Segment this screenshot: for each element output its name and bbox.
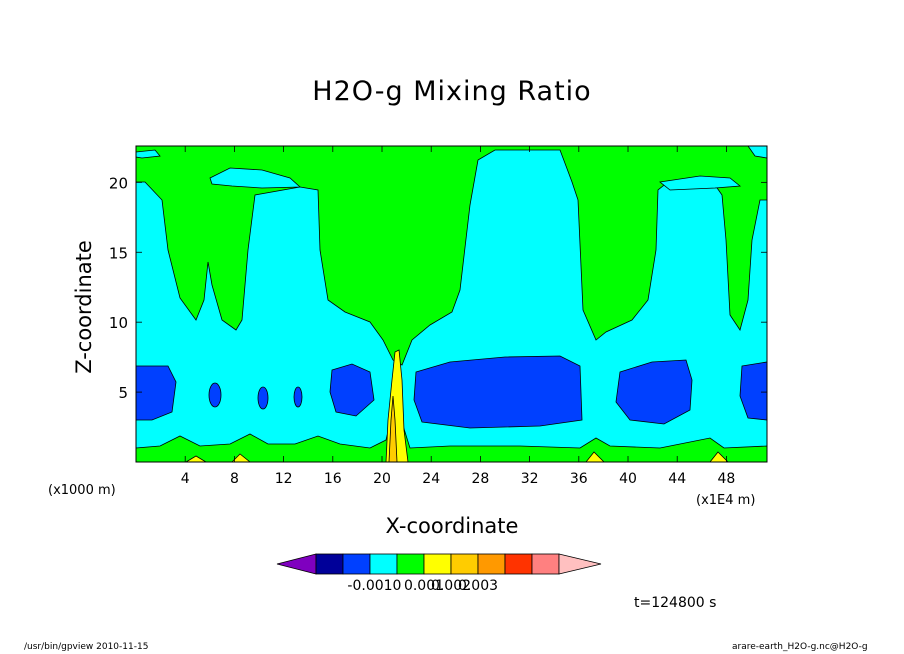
- y-tick-label: 10: [109, 314, 128, 332]
- chart-title: H2O-g Mixing Ratio: [312, 76, 592, 107]
- colorbar-swatch: [477, 553, 506, 575]
- colorbar-label: 0: [393, 578, 402, 594]
- low-core-contour: [739, 361, 768, 421]
- low-core-contour: [208, 382, 222, 408]
- x-tick-label: 8: [230, 471, 239, 487]
- x-tick-label: 32: [521, 471, 539, 487]
- y-tick-label: 15: [109, 244, 128, 262]
- colorbar-swatch: [276, 553, 317, 575]
- y-axis-label: Z-coordinate: [72, 240, 96, 374]
- colorbar-swatch: [315, 553, 344, 575]
- colorbar-label: -0.001: [347, 578, 392, 594]
- colorbar-swatch: [558, 553, 602, 575]
- plot-frame: [135, 145, 768, 463]
- time-label: t=124800 s: [634, 595, 717, 611]
- colorbar-swatch: [396, 553, 425, 575]
- low-core-contour: [329, 363, 375, 417]
- y-tick-label: 5: [118, 384, 128, 402]
- x-tick-label: 16: [324, 471, 342, 487]
- colorbar-swatch: [369, 553, 398, 575]
- x-tick-label: 36: [570, 471, 588, 487]
- colorbar-swatch: [342, 553, 371, 575]
- plot-area: [135, 145, 768, 463]
- low-core-contour: [615, 359, 693, 425]
- footer-left: /usr/bin/gpview 2010-11-15: [24, 642, 149, 652]
- x-tick-label: 44: [668, 471, 686, 487]
- x-tick-label: 12: [275, 471, 293, 487]
- low-core-contour: [135, 365, 177, 421]
- colorbar-label: 0.002: [431, 578, 471, 594]
- top-contour: [209, 167, 302, 189]
- low-core-contour: [293, 386, 303, 408]
- x-unit-left: (x1000 m): [48, 483, 116, 498]
- x-axis-label: X-coordinate: [385, 514, 519, 538]
- colorbar-label: 0.001: [404, 578, 444, 594]
- x-unit-right: (x1E4 m): [696, 493, 756, 508]
- x-tick-label: 48: [717, 471, 735, 487]
- colorbar-label: 0.003: [458, 578, 498, 594]
- low-core-contour: [413, 355, 583, 429]
- top-contour: [659, 175, 742, 191]
- colorbar-swatch: [450, 553, 479, 575]
- footer-right: arare-earth_H2O-g.nc@H2O-g: [732, 642, 868, 652]
- colorbar-swatch: [531, 553, 560, 575]
- x-tick-label: 20: [373, 471, 391, 487]
- colorbar-swatch: [504, 553, 533, 575]
- colorbar-swatch: [423, 553, 452, 575]
- x-tick-label: 24: [422, 471, 440, 487]
- y-tick-label: 20: [109, 174, 128, 192]
- x-tick-label: 28: [471, 471, 489, 487]
- low-core-contour: [257, 386, 269, 410]
- x-tick-label: 4: [181, 471, 190, 487]
- x-tick-label: 40: [619, 471, 637, 487]
- upper-contour: [135, 145, 768, 366]
